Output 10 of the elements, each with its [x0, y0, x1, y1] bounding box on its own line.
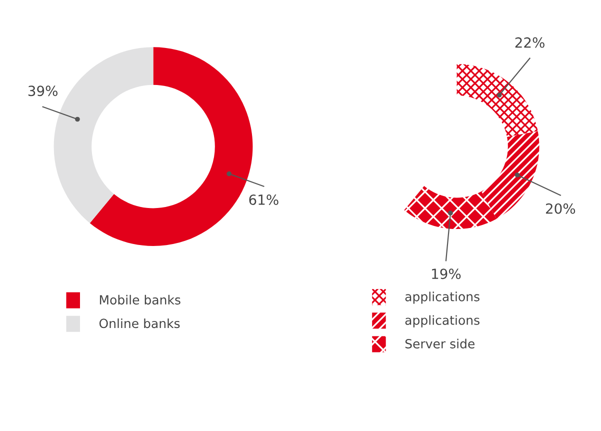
- legend-label: Server side: [405, 338, 474, 348]
- data-label: 20%: [546, 203, 576, 214]
- legend-label: Online banks: [99, 318, 180, 328]
- data-label: 22%: [515, 37, 544, 48]
- data-label: 39%: [28, 86, 58, 96]
- legend-label: Mobile banks: [100, 294, 180, 305]
- legend-label: applications: [405, 315, 480, 328]
- legend-label: applications: [405, 292, 480, 304]
- data-label: 61%: [249, 194, 278, 206]
- data-label: 19%: [432, 268, 461, 280]
